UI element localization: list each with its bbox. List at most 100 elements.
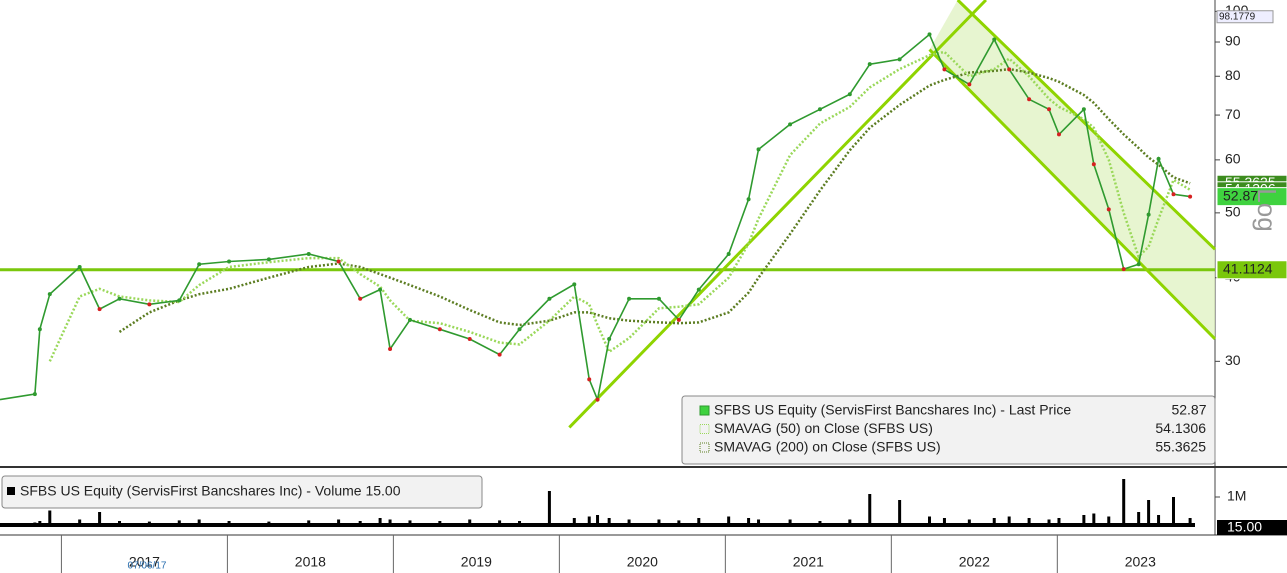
price-point bbox=[1056, 132, 1061, 137]
volume-bar bbox=[1157, 515, 1161, 527]
price-point bbox=[547, 296, 552, 301]
volume-legend-label: SFBS US Equity (ServisFirst Bancshares I… bbox=[20, 483, 401, 499]
moving-average bbox=[118, 67, 1191, 333]
price-point bbox=[388, 347, 393, 352]
y-tick-label: 50 bbox=[1225, 204, 1241, 220]
price-point bbox=[967, 82, 972, 87]
price-point bbox=[117, 296, 122, 301]
price-point bbox=[77, 265, 82, 270]
price-point bbox=[306, 252, 311, 257]
price-point bbox=[746, 197, 751, 202]
moving-average bbox=[48, 50, 1191, 362]
volume-bar bbox=[868, 494, 872, 527]
price-point bbox=[897, 57, 902, 62]
volume-bar bbox=[1172, 497, 1176, 527]
volume-bar bbox=[1092, 513, 1096, 527]
price-point bbox=[336, 259, 341, 264]
channel-fill bbox=[929, 0, 1215, 339]
price-point bbox=[97, 307, 102, 312]
price-point bbox=[1136, 262, 1141, 267]
volume-bar bbox=[1007, 516, 1011, 527]
price-point bbox=[942, 67, 947, 72]
volume-bar bbox=[898, 500, 902, 527]
legend-icon bbox=[699, 405, 710, 416]
price-point bbox=[437, 327, 442, 332]
price-point bbox=[1047, 107, 1052, 112]
volume-bar bbox=[572, 518, 576, 527]
volume-bar bbox=[1082, 515, 1086, 527]
price-point bbox=[587, 377, 592, 382]
price-point bbox=[627, 296, 632, 301]
volume-bar bbox=[378, 518, 382, 527]
legend-label: SMAVAG (200) on Close (SFBS US) bbox=[714, 439, 941, 455]
price-point bbox=[927, 32, 932, 37]
price-point bbox=[1007, 67, 1012, 72]
x-tick-label: 2022 bbox=[959, 554, 990, 570]
legend-icon bbox=[699, 424, 710, 434]
price-point bbox=[572, 282, 577, 287]
price-point bbox=[378, 287, 383, 292]
volume-bar bbox=[547, 491, 551, 527]
price-line bbox=[0, 33, 1191, 403]
volume-bar bbox=[1027, 518, 1031, 527]
price-point bbox=[147, 302, 152, 307]
volume-bar bbox=[727, 516, 731, 527]
trend-line bbox=[568, 0, 988, 429]
y-tick-label: 30 bbox=[1225, 352, 1241, 368]
price-point bbox=[1121, 267, 1126, 272]
x-tick-label: 2020 bbox=[627, 554, 658, 570]
cursor-label: 07/06/17 bbox=[128, 561, 167, 572]
price-point bbox=[407, 317, 412, 322]
legend-value: 54.1306 bbox=[1155, 420, 1206, 436]
volume-bar bbox=[1107, 516, 1111, 527]
price-point bbox=[817, 107, 822, 112]
price-point bbox=[47, 292, 52, 297]
price-point bbox=[197, 262, 202, 267]
price-point bbox=[607, 336, 612, 341]
price-point bbox=[676, 317, 681, 322]
last-price-label: 52.87 bbox=[1223, 187, 1258, 203]
price-point bbox=[358, 296, 363, 301]
legend-box bbox=[681, 395, 1216, 465]
price-point bbox=[867, 62, 872, 67]
price-point bbox=[467, 336, 472, 341]
price-point bbox=[847, 92, 852, 97]
y-tick-label: 70 bbox=[1225, 106, 1241, 122]
volume-bar bbox=[1137, 512, 1141, 527]
volume-bar bbox=[1122, 479, 1126, 527]
price-point bbox=[696, 287, 701, 292]
volume-bar bbox=[1147, 500, 1151, 527]
volume-bar bbox=[992, 518, 996, 527]
price-point bbox=[177, 298, 182, 303]
volume-bar bbox=[98, 512, 102, 527]
legend-label: SFBS US Equity (ServisFirst Bancshares I… bbox=[714, 402, 1071, 418]
volume-bar bbox=[596, 515, 600, 527]
price-point bbox=[37, 327, 42, 332]
y-tick-label: 60 bbox=[1225, 151, 1241, 167]
price-point bbox=[517, 327, 522, 332]
price-point bbox=[266, 257, 271, 262]
y-tick-label: 1M bbox=[1227, 488, 1246, 504]
legend-value: 55.3625 bbox=[1155, 439, 1206, 455]
price-point bbox=[595, 397, 600, 402]
price-point bbox=[1081, 107, 1086, 112]
high-box bbox=[1216, 10, 1274, 24]
legend-label: SMAVAG (50) on Close (SFBS US) bbox=[714, 420, 933, 436]
price-point bbox=[756, 147, 761, 152]
high-label: 98.1779 bbox=[1219, 11, 1256, 22]
volume-bar bbox=[942, 518, 946, 527]
y-tick-label: 80 bbox=[1225, 67, 1241, 83]
volume-bar bbox=[587, 516, 591, 527]
x-tick-label: 2023 bbox=[1125, 554, 1156, 570]
volume-bar bbox=[1057, 518, 1061, 527]
volume-bar bbox=[697, 518, 701, 527]
volume-legend-box bbox=[1, 475, 483, 509]
price-point bbox=[1091, 162, 1096, 167]
last-price-box bbox=[1216, 187, 1287, 207]
legend-icon bbox=[699, 442, 710, 453]
trend-line bbox=[928, 48, 1217, 341]
last-volume-label: 15.00 bbox=[1227, 519, 1262, 535]
price-point bbox=[1156, 156, 1161, 161]
x-tick-label: 2017 bbox=[129, 554, 160, 570]
